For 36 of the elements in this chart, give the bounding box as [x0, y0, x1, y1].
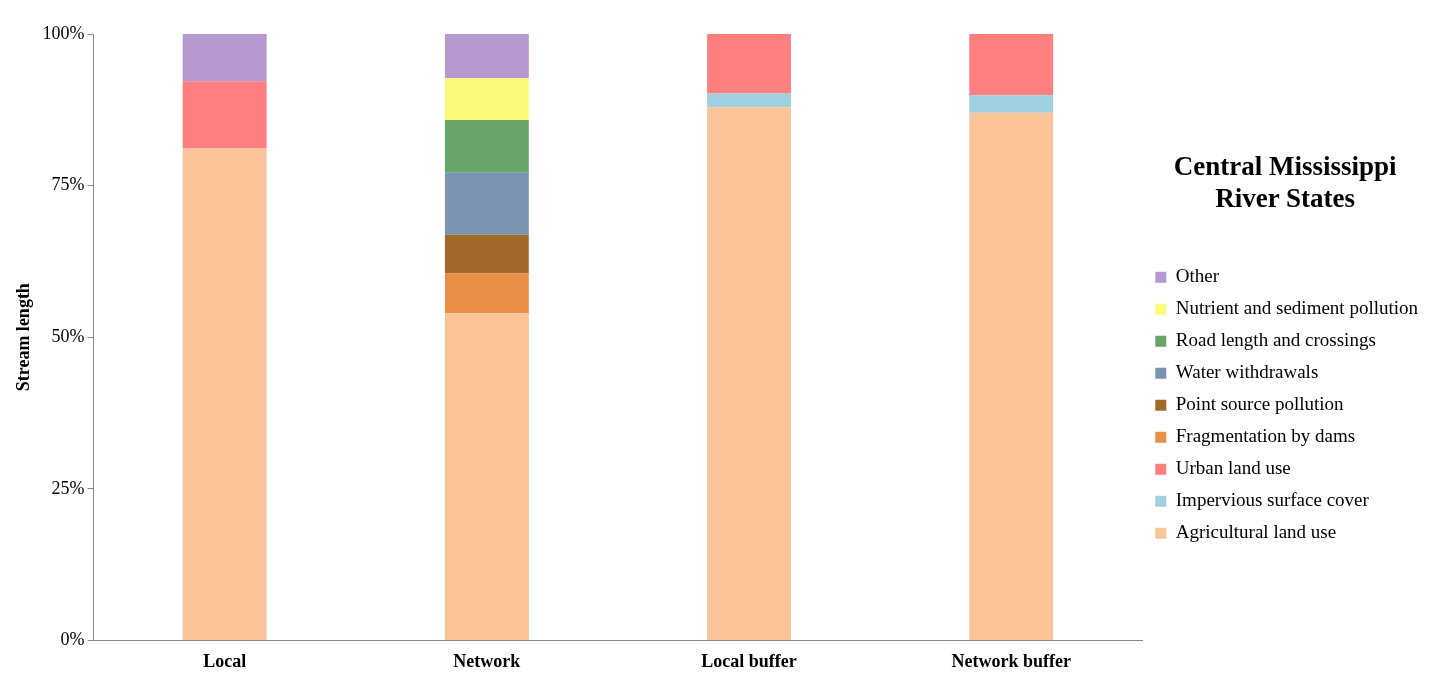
y-tick-label: 25%	[51, 477, 85, 498]
bar	[444, 273, 529, 314]
bar	[182, 148, 267, 640]
legend-label: Water withdrawals	[1175, 361, 1319, 383]
bar	[707, 93, 791, 108]
bar	[969, 112, 1054, 640]
x-tick-label: Network	[453, 650, 521, 671]
bar	[707, 34, 791, 94]
bar	[969, 34, 1054, 96]
legend-label: Point source pollution	[1175, 393, 1345, 415]
legend-label: Road length and crossings	[1175, 329, 1376, 351]
y-tick-label: 75%	[51, 174, 85, 195]
bar	[444, 34, 529, 79]
legend-title: Central Mississippi River States	[1173, 150, 1398, 214]
bar	[182, 34, 267, 82]
legend-label: Other	[1175, 265, 1220, 287]
x-tick-label: Network buffer	[951, 650, 1071, 671]
y-axis-title: Stream length	[13, 283, 34, 392]
legend-label: Nutrient and sediment pollution	[1175, 297, 1419, 319]
y-tick-label: 50%	[51, 325, 85, 346]
y-tick-label: 0%	[60, 629, 85, 650]
bar	[444, 313, 529, 640]
bar	[969, 95, 1054, 113]
legend-label: Agricultural land use	[1175, 521, 1337, 543]
bar	[182, 81, 267, 149]
bar	[444, 120, 529, 173]
legend-label: Impervious surface cover	[1175, 489, 1370, 511]
bar	[444, 234, 529, 274]
bar	[444, 78, 529, 121]
x-tick-label: Local buffer	[701, 650, 797, 671]
y-tick-label: 100%	[42, 22, 85, 43]
legend-label: Urban land use	[1175, 457, 1291, 479]
legend-label: Fragmentation by dams	[1175, 425, 1356, 447]
bar	[707, 107, 791, 640]
bar	[444, 172, 529, 235]
x-tick-label: Local	[203, 650, 247, 671]
